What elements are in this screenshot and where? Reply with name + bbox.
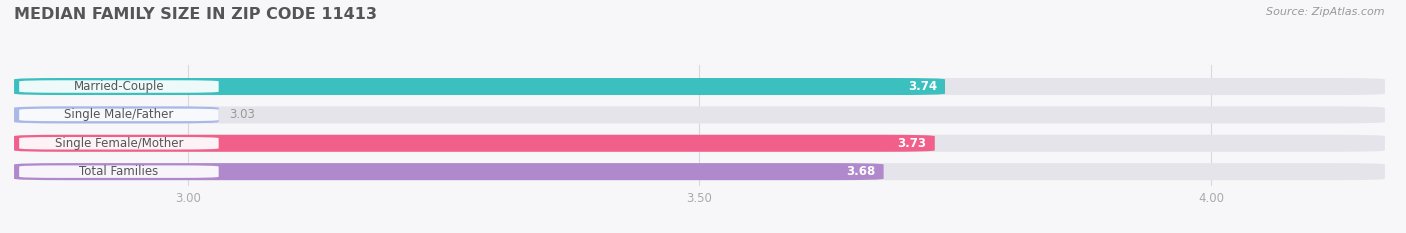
FancyBboxPatch shape bbox=[14, 106, 1385, 123]
Text: Total Families: Total Families bbox=[79, 165, 159, 178]
FancyBboxPatch shape bbox=[14, 78, 945, 95]
Text: Married-Couple: Married-Couple bbox=[73, 80, 165, 93]
FancyBboxPatch shape bbox=[14, 78, 1385, 95]
FancyBboxPatch shape bbox=[14, 163, 883, 180]
Text: 3.68: 3.68 bbox=[846, 165, 876, 178]
FancyBboxPatch shape bbox=[14, 163, 1385, 180]
FancyBboxPatch shape bbox=[20, 80, 219, 93]
Text: 3.74: 3.74 bbox=[908, 80, 936, 93]
FancyBboxPatch shape bbox=[14, 106, 219, 123]
Text: 3.73: 3.73 bbox=[897, 137, 927, 150]
FancyBboxPatch shape bbox=[20, 109, 219, 121]
Text: Single Male/Father: Single Male/Father bbox=[65, 108, 173, 121]
FancyBboxPatch shape bbox=[14, 135, 935, 152]
Text: MEDIAN FAMILY SIZE IN ZIP CODE 11413: MEDIAN FAMILY SIZE IN ZIP CODE 11413 bbox=[14, 7, 377, 22]
Text: Source: ZipAtlas.com: Source: ZipAtlas.com bbox=[1267, 7, 1385, 17]
Text: Single Female/Mother: Single Female/Mother bbox=[55, 137, 183, 150]
FancyBboxPatch shape bbox=[14, 135, 1385, 152]
Text: 3.03: 3.03 bbox=[229, 108, 254, 121]
FancyBboxPatch shape bbox=[20, 165, 219, 178]
FancyBboxPatch shape bbox=[20, 137, 219, 150]
